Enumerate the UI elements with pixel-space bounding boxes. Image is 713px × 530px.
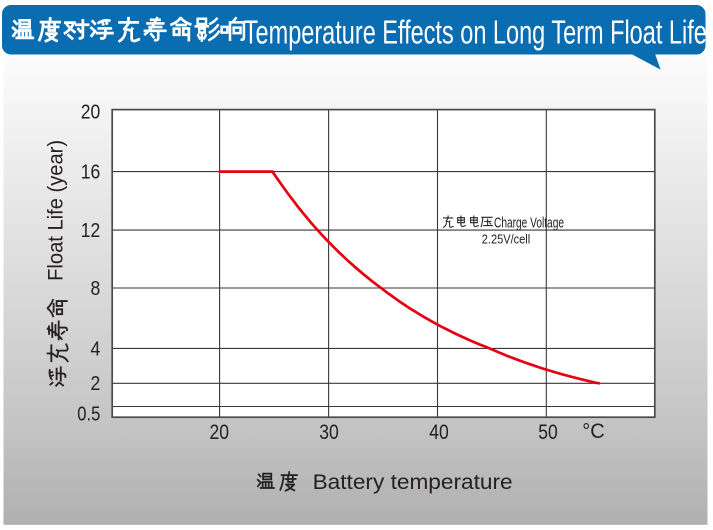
- svg-text:30: 30: [319, 421, 339, 444]
- svg-text:Battery temperature: Battery temperature: [313, 471, 513, 494]
- svg-text:16: 16: [81, 161, 101, 184]
- svg-text:8: 8: [91, 277, 101, 300]
- svg-text:2.25V/cell: 2.25V/cell: [482, 231, 530, 246]
- svg-text:Charge Voltage: Charge Voltage: [494, 215, 564, 231]
- svg-text:Float Life (year): Float Life (year): [44, 140, 68, 281]
- svg-text:20: 20: [209, 421, 229, 444]
- svg-text:°C: °C: [582, 420, 605, 443]
- svg-text:20: 20: [81, 100, 101, 123]
- svg-text:50: 50: [538, 421, 558, 444]
- svg-text:40: 40: [429, 421, 449, 444]
- svg-text:2: 2: [91, 372, 101, 395]
- svg-text:Temperature Effects on Long Te: Temperature Effects on Long Term Float L…: [244, 14, 707, 51]
- svg-text:12: 12: [81, 219, 101, 242]
- svg-text:0.5: 0.5: [77, 402, 100, 425]
- svg-text:4: 4: [91, 337, 101, 360]
